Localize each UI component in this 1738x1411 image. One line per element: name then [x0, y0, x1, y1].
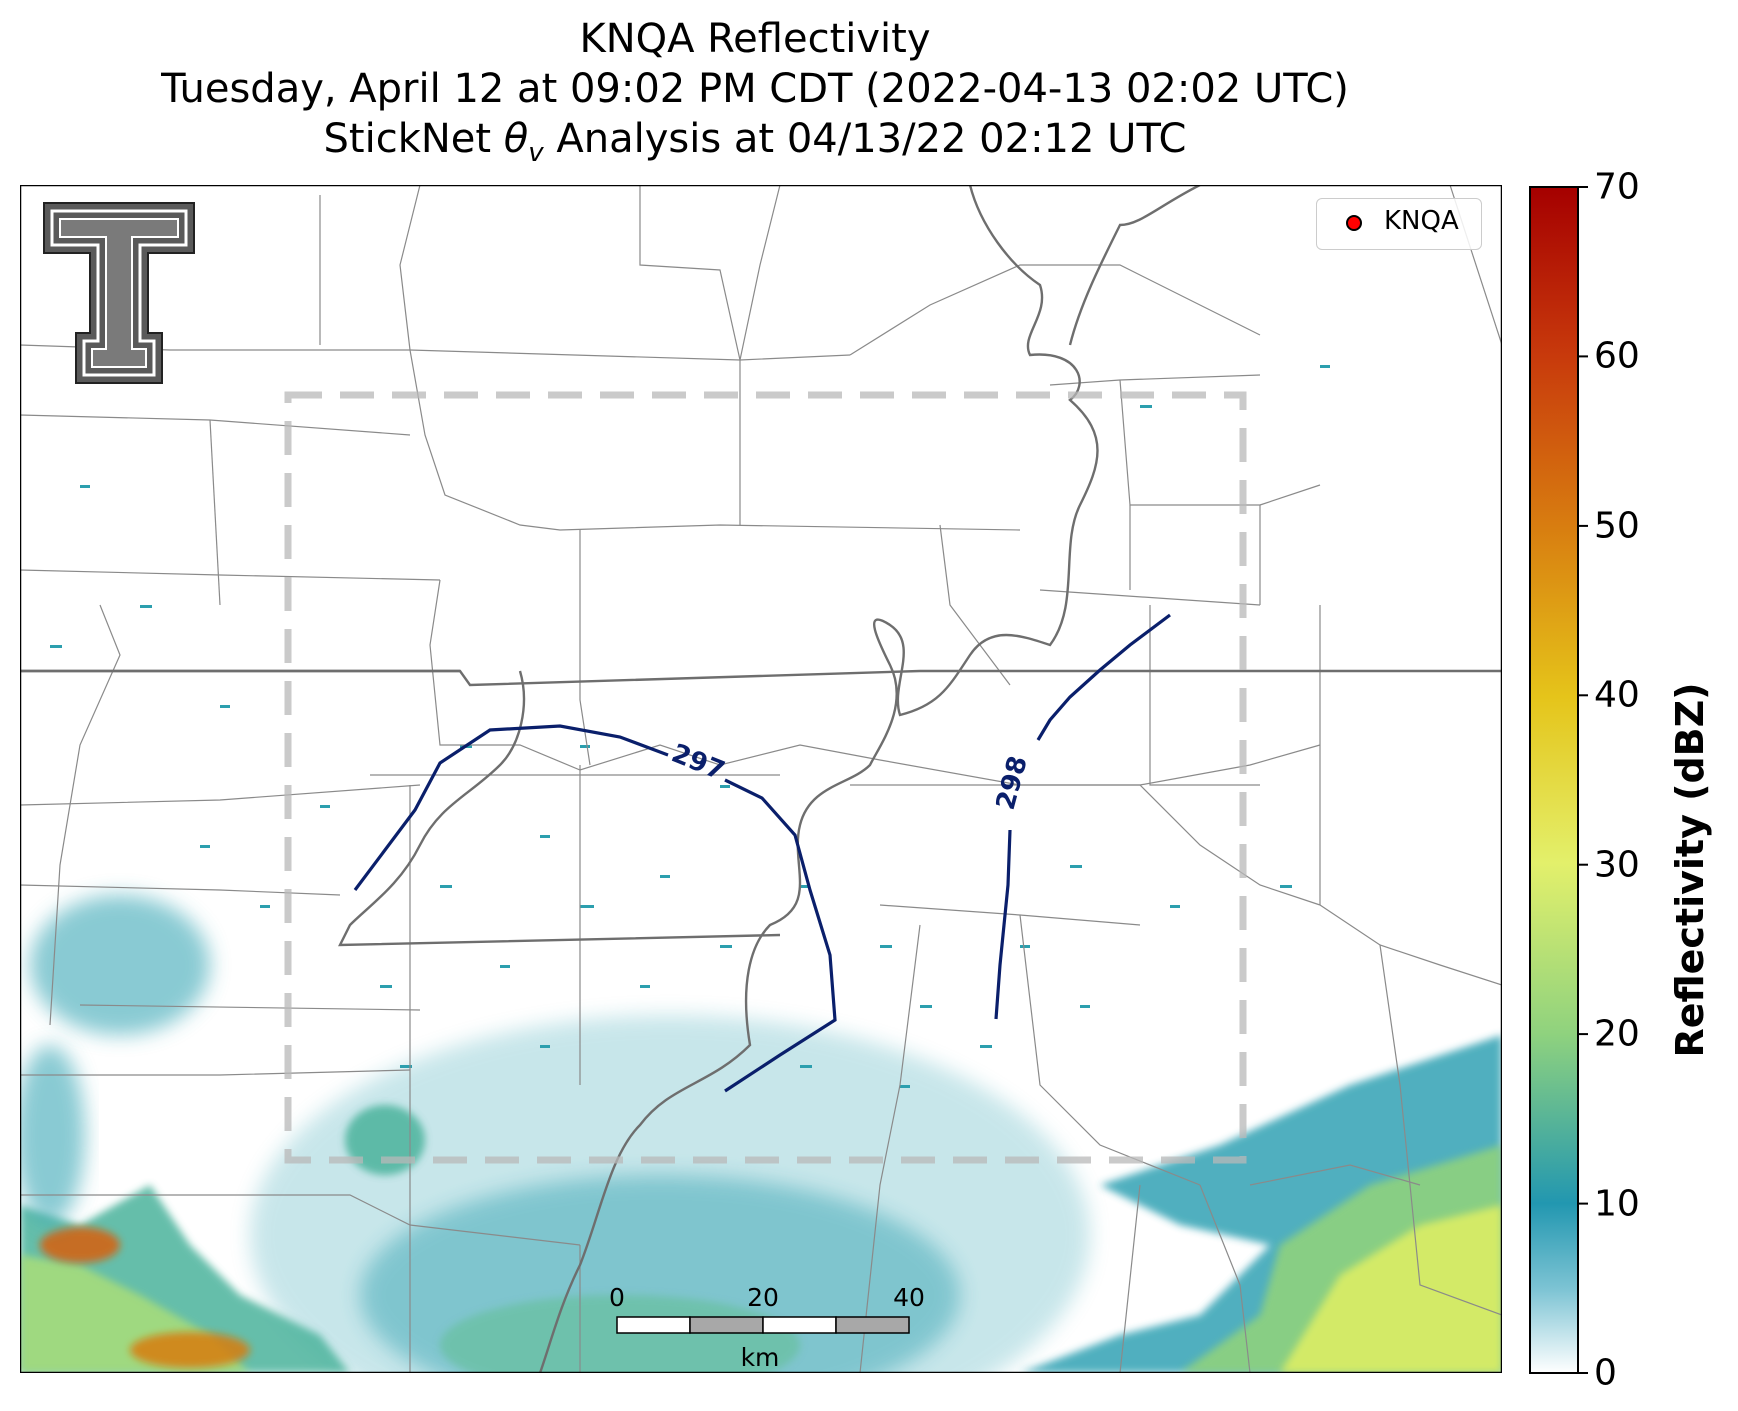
state-boundary [20, 669, 1502, 687]
county-boundaries [20, 185, 1502, 1373]
colorbar-tick-60: 60 [1594, 335, 1640, 377]
title-line-2: Tuesday, April 12 at 09:02 PM CDT (2022-… [161, 66, 1349, 112]
colorbar-tick-30: 30 [1594, 844, 1640, 886]
scale-tick-40: 40 [893, 1283, 925, 1312]
colorbar-tick-20: 20 [1594, 1013, 1640, 1055]
colorbar-tick-50: 50 [1594, 505, 1640, 547]
legend-label: KNQA [1384, 206, 1459, 236]
colorbar-tick-10: 10 [1594, 1183, 1640, 1225]
radar-map: 297 298 [20, 185, 1502, 1373]
colorbar-tick-70: 70 [1594, 166, 1640, 208]
theta-subscript: v [528, 138, 544, 168]
texas-tech-double-t-logo [43, 202, 195, 384]
scale-bar [616, 1316, 910, 1334]
contour-298-line [994, 829, 1012, 1020]
colorbar-tick-40: 40 [1594, 674, 1640, 716]
title-line-3: StickNet θv Analysis at 04/13/22 02:12 U… [0, 116, 1510, 176]
legend [1316, 198, 1482, 250]
title-prefix: StickNet [323, 116, 504, 162]
knqa-marker-icon [1346, 215, 1362, 231]
theta-v-contours [353, 613, 1171, 1093]
river [338, 185, 1201, 1373]
contour-297-line-2 [724, 778, 837, 1093]
colorbar-label: Reflectivity (dBZ) [1668, 682, 1712, 1058]
scale-tick-20: 20 [747, 1283, 779, 1312]
reflectivity-echoes [20, 365, 1502, 1373]
scale-tick-0: 0 [609, 1283, 625, 1312]
title-line-1: KNQA Reflectivity [579, 16, 931, 62]
contour-298-line-2 [1036, 613, 1171, 741]
colorbar [1529, 186, 1588, 1374]
analysis-domain-box [284, 391, 1247, 1164]
theta-symbol: θ [503, 116, 529, 162]
title-suffix: Analysis at 04/13/22 02:12 UTC [543, 116, 1187, 162]
contour-297-line [353, 724, 669, 891]
colorbar-tick-0: 0 [1594, 1352, 1617, 1394]
scale-unit: km [740, 1343, 780, 1372]
colorbar-ticks [1578, 186, 1588, 1374]
